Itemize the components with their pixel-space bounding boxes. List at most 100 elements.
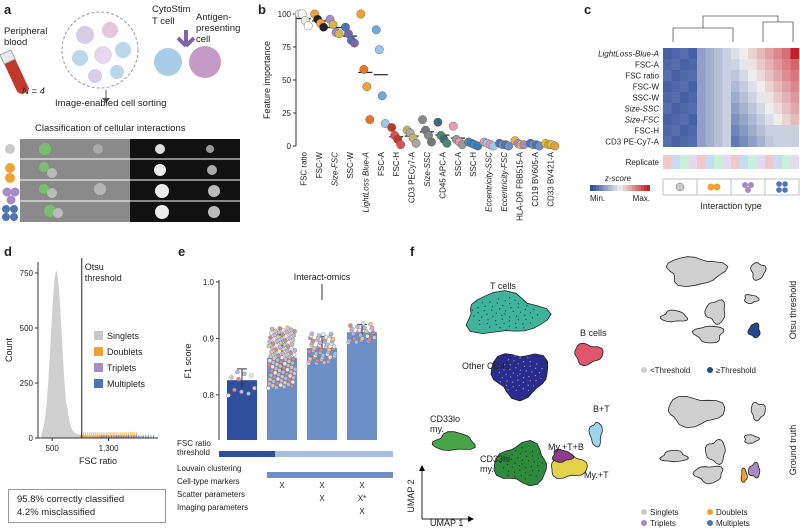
- e-point: [330, 337, 336, 342]
- c-legend-swatch: [620, 185, 623, 191]
- c-singlet-icon: [675, 182, 685, 192]
- e-point: [278, 340, 284, 346]
- e-point: [226, 393, 231, 398]
- c-heat-cell: [663, 59, 672, 70]
- c-replicate-cell: [748, 155, 757, 169]
- f-cd33hi-dot: [541, 462, 544, 464]
- c-heat-cell: [748, 48, 757, 59]
- e-point: [270, 364, 275, 369]
- c-heat-cell: [722, 81, 731, 92]
- e-point: [284, 353, 289, 358]
- e-point: [274, 381, 280, 386]
- c-heat-cell: [688, 59, 697, 70]
- e-y-tick-label: 1.0: [203, 278, 215, 287]
- c-row-label: FSC ratio: [625, 72, 659, 81]
- f-t-cells-dot: [498, 308, 501, 310]
- f-cd33hi-dot: [514, 476, 516, 478]
- c-heat-cell: [705, 136, 714, 147]
- f-other-cd45-dot: [503, 369, 505, 371]
- c-doublet-icon: [707, 183, 715, 191]
- f-cd33hi-dot: [519, 452, 521, 455]
- f-t-cells-dot: [504, 310, 507, 312]
- f-other-cd45-dot: [538, 372, 541, 374]
- b-x-tick-label: SSC-H: [469, 152, 478, 177]
- e-point: [284, 371, 289, 377]
- e-point: [270, 341, 276, 346]
- peripheral-blood-label: Peripheral blood: [4, 26, 48, 48]
- e-point: [324, 342, 330, 347]
- panel-a-letter: a: [4, 2, 12, 17]
- f-t-cells-dot: [478, 323, 481, 326]
- f-t-cells-dot: [514, 322, 517, 325]
- f-otsu-title: Otsu threshold: [788, 281, 798, 340]
- d-threshold-label: Otsu: [85, 262, 104, 272]
- c-replicate-cell: [782, 155, 791, 169]
- f-mytb-cluster: [551, 449, 575, 463]
- e-point: [362, 325, 367, 331]
- f-cd33hi-dot: [531, 450, 534, 453]
- f-other-cd45-dot: [531, 371, 533, 373]
- c-heat-cell: [731, 103, 740, 114]
- b-point: [396, 140, 406, 150]
- c-heat-cell: [663, 125, 672, 136]
- f-other-cd45-dot: [529, 360, 531, 363]
- c-heat-cell: [756, 70, 765, 81]
- e-row-label: Imaging parameters: [177, 503, 248, 512]
- umap-plot: T cells Other CD45 B cells B+T My.+T+B CD33lo…: [406, 256, 798, 528]
- b-point: [418, 115, 427, 125]
- e-point: [271, 379, 276, 384]
- e-point: [270, 383, 275, 388]
- f-other-cd45-dot: [535, 379, 537, 382]
- b-y-tick-label: 25: [282, 109, 291, 118]
- c-heat-cell: [748, 81, 757, 92]
- e-point: [351, 331, 356, 336]
- c-heat-cell: [663, 70, 672, 81]
- c-heat-cell: [782, 92, 791, 103]
- f-t-cells-dot: [508, 320, 511, 322]
- e-point: [280, 332, 285, 337]
- f-otsu-mini-cluster: [659, 309, 689, 323]
- f-gt-legend-label: Singlets: [650, 508, 678, 517]
- e-row-mark: X: [279, 481, 285, 490]
- e-point: [273, 366, 279, 371]
- e-point: [272, 356, 277, 361]
- f-b-cells-cluster: [574, 342, 604, 367]
- f-t-cells-dot: [477, 306, 479, 309]
- e-point: [268, 354, 273, 359]
- f-t-cells-dot: [471, 309, 473, 311]
- c-heat-cell: [756, 103, 765, 114]
- c-heat-cell: [739, 136, 748, 147]
- e-point: [286, 363, 291, 368]
- e-point: [277, 326, 282, 331]
- c-heat-cell: [671, 70, 680, 81]
- f-t-cells-dot: [481, 316, 483, 318]
- e-point: [229, 375, 234, 380]
- b-x-tick-label: LightLoss Blue-A: [361, 152, 370, 212]
- f-other-cd45-dot: [504, 363, 506, 366]
- e-point: [285, 325, 290, 330]
- f-t-cells-dot: [515, 326, 517, 329]
- b-x-tick-label: CD3 PECy7-A: [408, 151, 417, 203]
- e-point: [319, 348, 324, 353]
- f-gt-mini-cluster: [692, 465, 724, 485]
- e-point: [267, 377, 273, 382]
- f-other-cd45-dot: [515, 389, 517, 392]
- e-point: [281, 346, 286, 352]
- e-point: [277, 345, 283, 350]
- c-legend-swatch: [617, 185, 620, 191]
- e-point: [287, 373, 293, 379]
- f-cd33hi-dot: [524, 471, 527, 474]
- e-point: [286, 382, 291, 387]
- f-t-cells-dot: [529, 312, 532, 314]
- d-y-tick-label: 250: [20, 379, 34, 388]
- f-gt-mini-cluster: [750, 402, 766, 422]
- f-cluster-label: CD33hi: [480, 454, 510, 464]
- e-point: [365, 334, 370, 339]
- f-t-cells-dot: [477, 312, 479, 314]
- f-other-cd45-dot: [507, 358, 510, 361]
- c-heat-cell: [739, 114, 748, 125]
- b-point: [356, 9, 366, 19]
- e-louvain-bar: [267, 472, 393, 478]
- e-y-tick-label: 0.8: [203, 391, 215, 400]
- c-heat-cell: [705, 125, 714, 136]
